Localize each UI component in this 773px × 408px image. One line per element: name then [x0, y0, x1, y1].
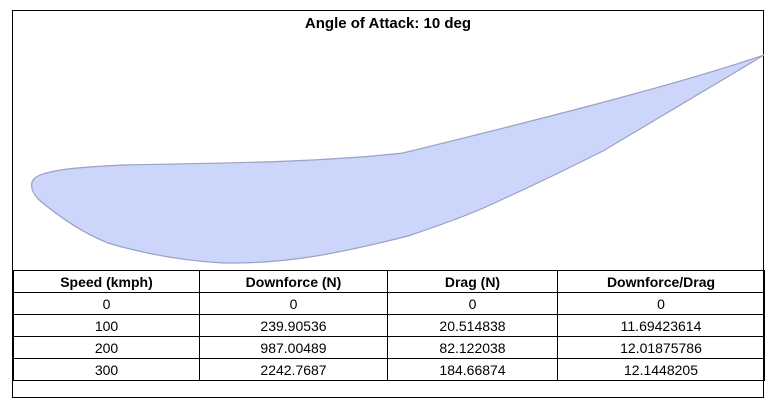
- chart-title: Angle of Attack: 10 deg: [304, 15, 472, 32]
- table-row: 100 239.90536 20.514838 11.69423614: [13, 314, 765, 337]
- header-downforce-drag: Downforce/Drag: [557, 270, 765, 293]
- table-row: 200 987.00489 82.122038 12.01875786: [13, 336, 765, 359]
- cell-ratio: 12.1448205: [557, 358, 765, 381]
- cell-downforce: 0: [199, 292, 388, 315]
- cell-downforce: 987.00489: [199, 336, 388, 359]
- cell-speed: 100: [13, 314, 200, 337]
- cell-drag: 184.66874: [387, 358, 558, 381]
- table-row: 300 2242.7687 184.66874 12.1448205: [13, 358, 765, 381]
- figure-frame: Angle of Attack: 10 deg Speed (kmph) Dow…: [12, 10, 765, 398]
- cell-ratio: 0: [557, 292, 765, 315]
- cell-downforce: 2242.7687: [199, 358, 388, 381]
- airfoil-profile: [31, 54, 765, 264]
- cell-ratio: 11.69423614: [557, 314, 765, 337]
- cell-drag: 82.122038: [387, 336, 558, 359]
- cell-speed: 0: [13, 292, 200, 315]
- cell-drag: 0: [387, 292, 558, 315]
- results-table: Speed (kmph) Downforce (N) Drag (N) Down…: [13, 270, 765, 381]
- table-header-row: Speed (kmph) Downforce (N) Drag (N) Down…: [13, 270, 765, 293]
- cell-downforce: 239.90536: [199, 314, 388, 337]
- cell-speed: 300: [13, 358, 200, 381]
- header-drag: Drag (N): [387, 270, 558, 293]
- header-downforce: Downforce (N): [199, 270, 388, 293]
- cell-speed: 200: [13, 336, 200, 359]
- table-row: 0 0 0 0: [13, 292, 765, 315]
- cell-drag: 20.514838: [387, 314, 558, 337]
- cell-ratio: 12.01875786: [557, 336, 765, 359]
- airfoil-shape: [31, 54, 765, 264]
- header-speed: Speed (kmph): [13, 270, 200, 293]
